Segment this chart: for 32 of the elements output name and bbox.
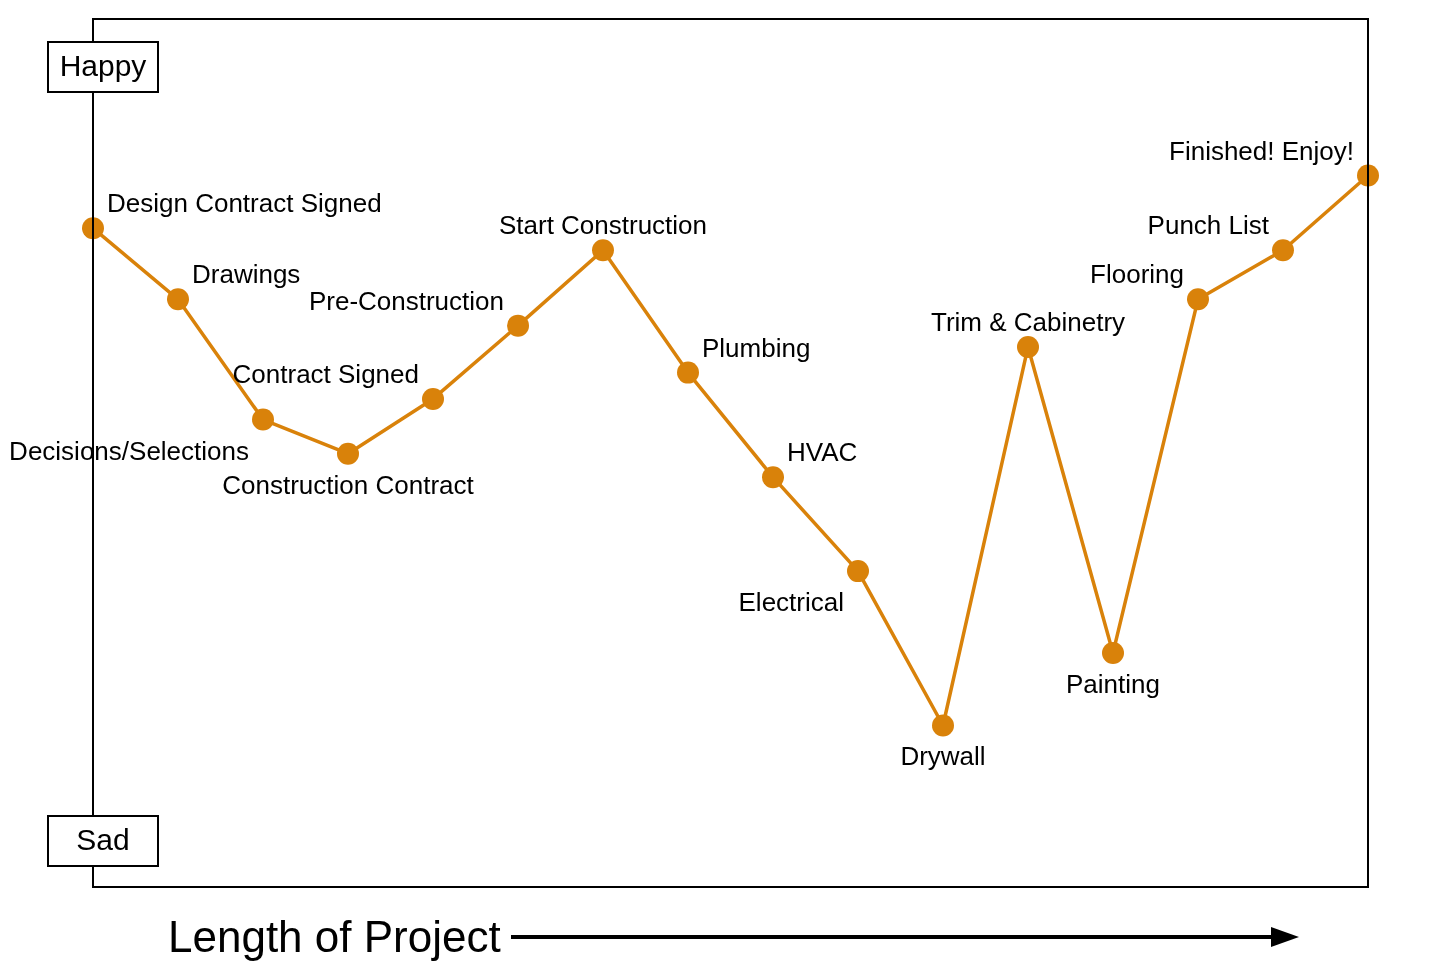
annotation: Drawings [192, 259, 301, 290]
annotation: Contract Signed [232, 358, 419, 389]
annotation: Pre-Construction [308, 285, 504, 316]
annotation: Punch List [1147, 210, 1270, 241]
annotation: Plumbing [702, 332, 811, 363]
point [1102, 641, 1124, 664]
point [337, 442, 359, 465]
annotation: Drywall [900, 741, 986, 772]
annotation: Painting [1066, 668, 1160, 699]
point [1017, 335, 1039, 358]
point [932, 714, 954, 737]
annotation: Construction Contract [222, 469, 475, 500]
point [167, 288, 189, 311]
annotation: Start Construction [498, 210, 708, 241]
point [847, 560, 869, 583]
annotation: Trim & Cabinetry [930, 306, 1126, 337]
annotation: Flooring [1090, 259, 1184, 290]
point [677, 361, 699, 384]
point [507, 314, 529, 337]
annotation: Sad [76, 823, 130, 857]
x-axis-title: Length of Project [168, 912, 501, 962]
text: Finished! Enjoy! [1169, 135, 1354, 166]
point [762, 466, 784, 489]
point [1272, 239, 1294, 262]
point [422, 387, 444, 410]
annotation: Design Contract Signed [107, 188, 382, 219]
text: Happy [59, 49, 147, 83]
annotation: Electrical [738, 587, 844, 618]
annotation: HVAC [787, 437, 858, 468]
point [592, 239, 614, 262]
point [1187, 288, 1209, 311]
point [252, 408, 274, 431]
